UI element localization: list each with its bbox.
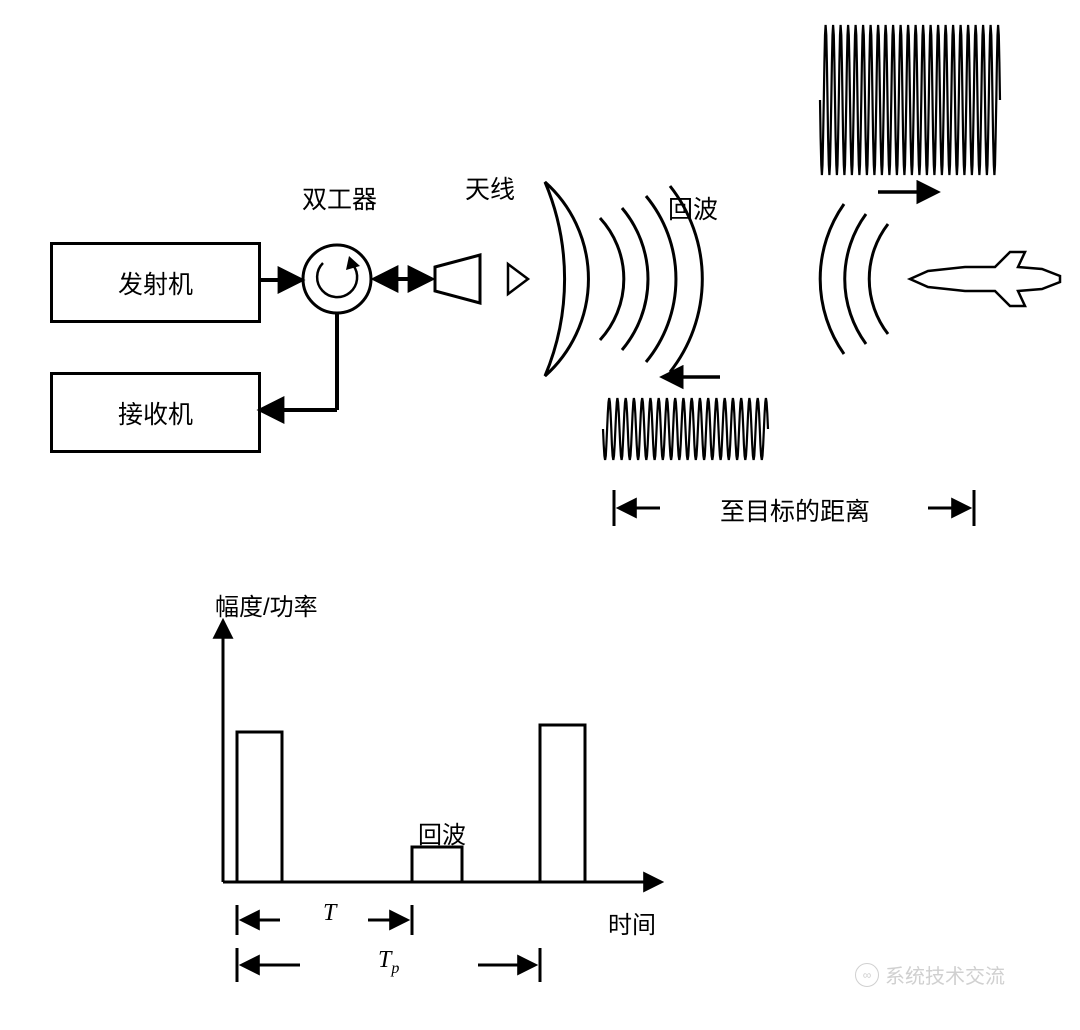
watermark-text: 系统技术交流 (885, 960, 1005, 989)
outgoing-wavefronts (600, 186, 702, 372)
returning-wavefronts (820, 204, 888, 354)
circulator-arrowhead (346, 256, 360, 270)
antenna-feed (435, 255, 480, 303)
tx-burst-waveform (820, 25, 1000, 175)
watermark: ∞ 系统技术交流 (855, 960, 1005, 989)
echo-pulse (412, 847, 462, 882)
duplexer-circle (303, 245, 371, 313)
target-aircraft (910, 252, 1060, 306)
top-diagram-svg: | --> (0, 0, 1080, 560)
pulse-1 (237, 732, 282, 882)
antenna-dish (545, 182, 588, 376)
pulse-2 (540, 725, 585, 882)
echo-burst-waveform (603, 398, 768, 460)
wechat-icon: ∞ (855, 963, 879, 987)
antenna-subreflector (508, 264, 528, 294)
